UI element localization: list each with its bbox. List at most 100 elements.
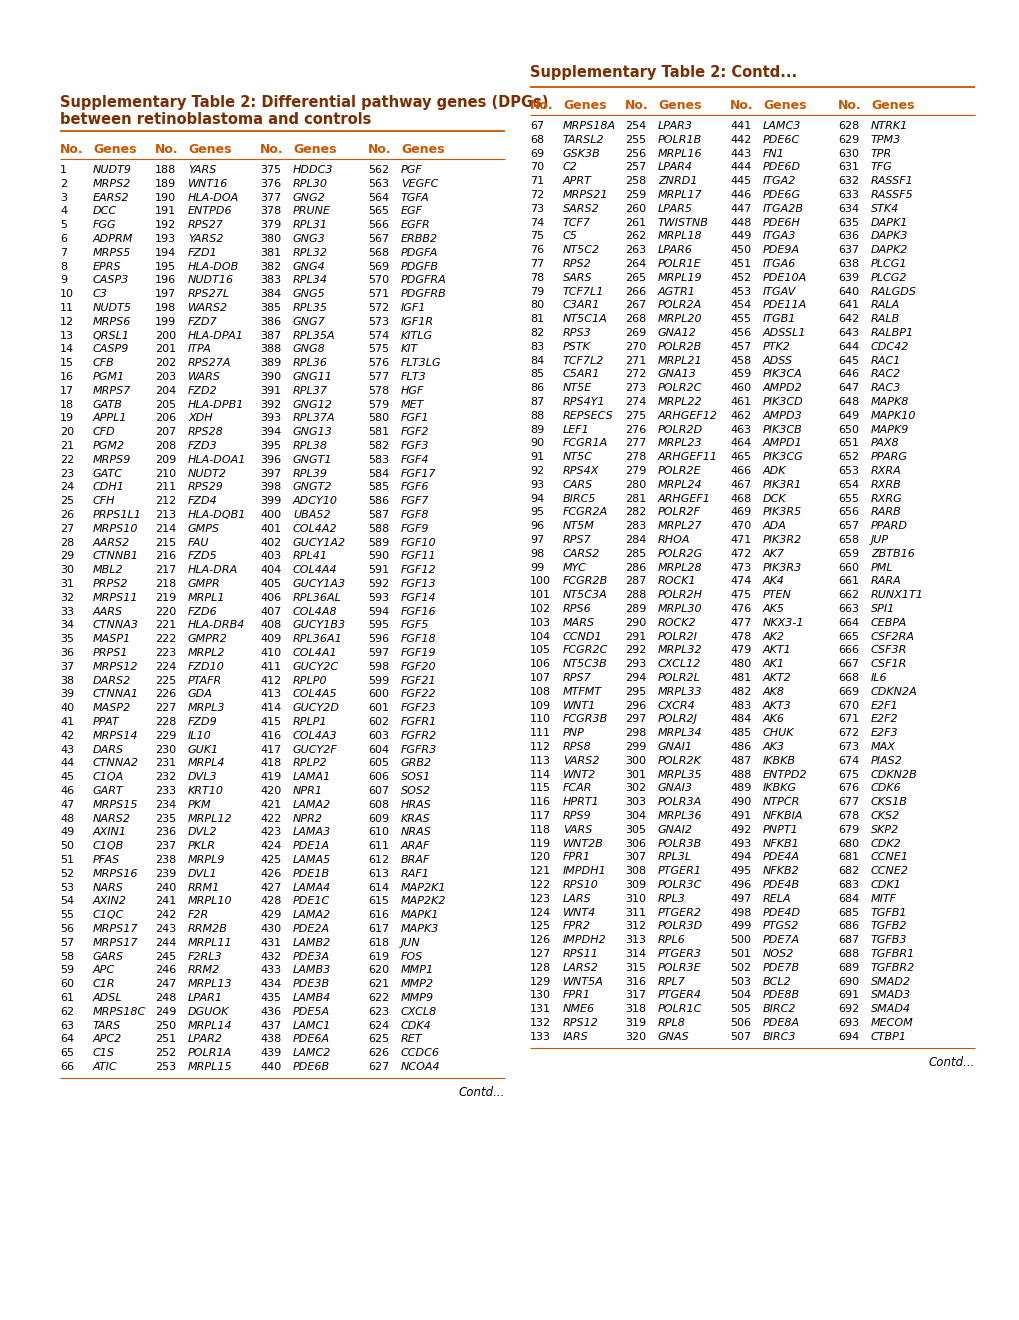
Text: 430: 430 — [260, 924, 281, 935]
Text: MRPL11: MRPL11 — [187, 937, 232, 948]
Text: PTGER3: PTGER3 — [657, 949, 701, 960]
Text: 692: 692 — [838, 1005, 858, 1014]
Text: 11: 11 — [60, 304, 74, 313]
Text: ATIC: ATIC — [93, 1063, 117, 1072]
Text: MRPL33: MRPL33 — [657, 686, 702, 697]
Text: FZD9: FZD9 — [187, 717, 217, 727]
Text: 316: 316 — [625, 977, 645, 986]
Text: 311: 311 — [625, 908, 645, 917]
Text: 309: 309 — [625, 880, 645, 890]
Text: HLA-DRB4: HLA-DRB4 — [187, 620, 246, 631]
Text: 82: 82 — [530, 327, 544, 338]
Text: 660: 660 — [838, 562, 858, 573]
Text: 278: 278 — [625, 453, 646, 462]
Text: 643: 643 — [838, 327, 858, 338]
Text: 434: 434 — [260, 979, 281, 989]
Text: 623: 623 — [368, 1007, 388, 1016]
Text: 582: 582 — [368, 441, 389, 451]
Text: 92: 92 — [530, 466, 544, 477]
Text: E2F1: E2F1 — [870, 701, 898, 710]
Text: 690: 690 — [838, 977, 858, 986]
Text: 446: 446 — [730, 190, 751, 201]
Text: FZD10: FZD10 — [187, 661, 224, 672]
Text: 481: 481 — [730, 673, 751, 682]
Text: AGTR1: AGTR1 — [657, 286, 695, 297]
Text: 675: 675 — [838, 770, 858, 780]
Text: RPS11: RPS11 — [562, 949, 598, 960]
Text: 440: 440 — [260, 1063, 281, 1072]
Text: 429: 429 — [260, 911, 281, 920]
Text: 637: 637 — [838, 246, 858, 255]
Text: PIK3CG: PIK3CG — [762, 453, 803, 462]
Text: 306: 306 — [625, 838, 645, 849]
Text: TGFA: TGFA — [400, 193, 429, 202]
Text: NUDT16: NUDT16 — [187, 276, 234, 285]
Text: 216: 216 — [155, 552, 176, 561]
Text: 601: 601 — [368, 704, 388, 713]
Text: CFH: CFH — [93, 496, 115, 506]
Text: RALGDS: RALGDS — [870, 286, 916, 297]
Text: 669: 669 — [838, 686, 858, 697]
Text: GNG11: GNG11 — [292, 372, 332, 381]
Text: AK7: AK7 — [762, 549, 785, 558]
Text: FZD1: FZD1 — [187, 248, 217, 257]
Text: MRPS16: MRPS16 — [93, 869, 139, 879]
Text: 292: 292 — [625, 645, 646, 656]
Text: 77: 77 — [530, 259, 544, 269]
Text: MRPL28: MRPL28 — [657, 562, 702, 573]
Text: 202: 202 — [155, 358, 176, 368]
Text: MRPL19: MRPL19 — [657, 273, 702, 282]
Text: MRPL36: MRPL36 — [657, 810, 702, 821]
Text: 424: 424 — [260, 841, 281, 851]
Text: 568: 568 — [368, 248, 388, 257]
Text: 224: 224 — [155, 661, 176, 672]
Text: RASSF1: RASSF1 — [870, 176, 913, 186]
Text: CXCL12: CXCL12 — [657, 659, 701, 669]
Text: 679: 679 — [838, 825, 858, 834]
Text: FGF19: FGF19 — [400, 648, 436, 657]
Text: 109: 109 — [530, 701, 550, 710]
Text: BIRC3: BIRC3 — [762, 1032, 796, 1041]
Text: 613: 613 — [368, 869, 388, 879]
Text: RET: RET — [400, 1035, 422, 1044]
Text: HLA-DOA: HLA-DOA — [187, 193, 239, 202]
Text: 504: 504 — [730, 990, 750, 1001]
Text: GNGT2: GNGT2 — [292, 482, 332, 492]
Text: 52: 52 — [60, 869, 74, 879]
Text: VEGFC: VEGFC — [400, 178, 438, 189]
Text: 563: 563 — [368, 178, 388, 189]
Text: 393: 393 — [260, 413, 281, 424]
Text: CDC42: CDC42 — [870, 342, 909, 352]
Text: POLR3E: POLR3E — [657, 962, 701, 973]
Text: 229: 229 — [155, 731, 176, 741]
Text: BCL2: BCL2 — [762, 977, 791, 986]
Text: PDE11A: PDE11A — [762, 301, 806, 310]
Text: ERBB2: ERBB2 — [400, 234, 438, 244]
Text: POLR2I: POLR2I — [657, 631, 697, 642]
Text: 78: 78 — [530, 273, 544, 282]
Text: LAMA5: LAMA5 — [292, 855, 331, 865]
Text: 236: 236 — [155, 828, 176, 837]
Text: 237: 237 — [155, 841, 176, 851]
Text: 59: 59 — [60, 965, 74, 975]
Text: 14: 14 — [60, 345, 74, 354]
Text: 199: 199 — [155, 317, 176, 327]
Text: 451: 451 — [730, 259, 750, 269]
Text: PIK3R3: PIK3R3 — [762, 562, 802, 573]
Text: 381: 381 — [260, 248, 281, 257]
Text: RPL6: RPL6 — [657, 935, 685, 945]
Text: RHOA: RHOA — [657, 535, 690, 545]
Text: MAPK8: MAPK8 — [870, 397, 909, 407]
Text: 56: 56 — [60, 924, 74, 935]
Text: CHUK: CHUK — [762, 729, 794, 738]
Text: 594: 594 — [368, 607, 389, 616]
Text: 105: 105 — [530, 645, 550, 656]
Text: 595: 595 — [368, 620, 388, 631]
Text: 243: 243 — [155, 924, 176, 935]
Text: 24: 24 — [60, 482, 74, 492]
Text: 627: 627 — [368, 1063, 389, 1072]
Text: ITGA2: ITGA2 — [762, 176, 796, 186]
Text: 190: 190 — [155, 193, 176, 202]
Text: TCF7L1: TCF7L1 — [562, 286, 604, 297]
Text: GATC: GATC — [93, 469, 123, 479]
